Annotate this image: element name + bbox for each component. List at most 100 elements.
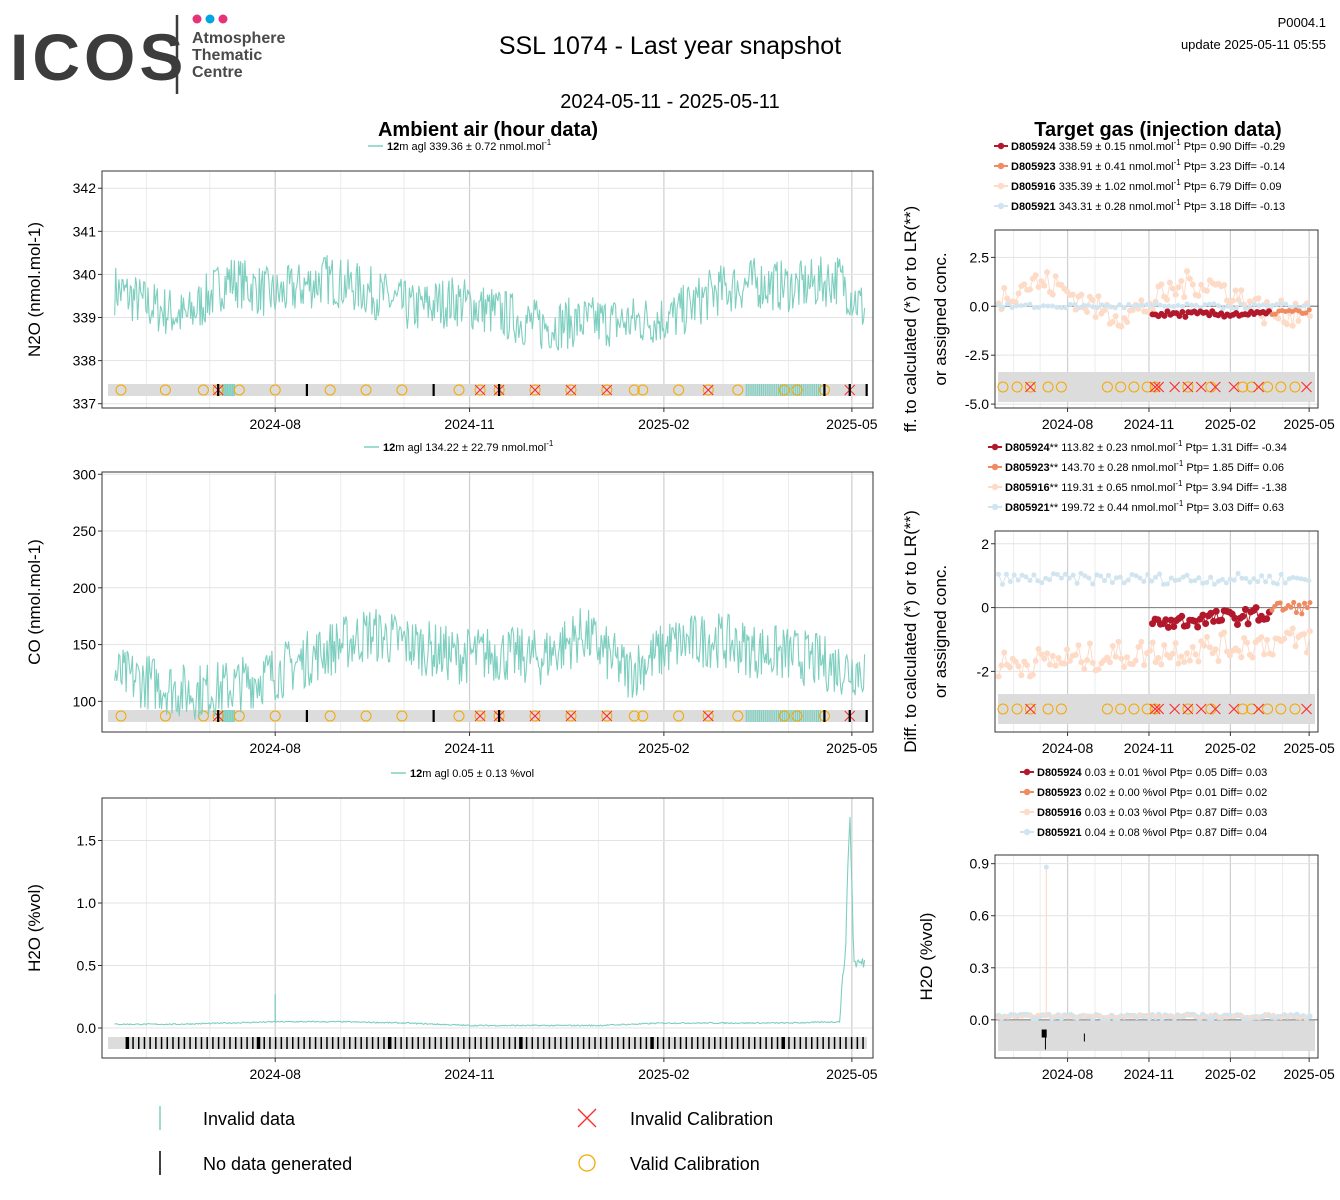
valid-calibration-mark — [1237, 703, 1249, 715]
valid-calibration-mark — [1101, 381, 1113, 393]
valid-calibration-mark — [1128, 381, 1140, 393]
valid-calibration-mark — [1024, 703, 1036, 715]
target-section-title: Target gas (injection data) — [1034, 119, 1281, 141]
invalid-calibration-mark — [1182, 703, 1194, 715]
legend-text: D805916 0.03 ± 0.03 %vol Ptp= 0.87 Diff=… — [1037, 807, 1267, 819]
y-axis-label: H2O (%vol) — [25, 884, 44, 972]
valid-calibration-mark — [1011, 703, 1023, 715]
y-tick-label: 2.5 — [970, 249, 990, 265]
status-strip — [108, 710, 867, 722]
legend-text: D805921 343.31 ± 0.28 nmol.mol-1 Ptp= 3.… — [1011, 198, 1285, 213]
series-D805916-segment — [1089, 643, 1094, 663]
series-D805916-segment — [1106, 304, 1111, 324]
valid-calibration-mark — [1289, 703, 1301, 715]
valid-calibration-mark — [453, 384, 465, 396]
x-tick-label: 2025-05 — [826, 1066, 878, 1082]
y-tick-label: 2 — [981, 536, 989, 552]
invalid-calibration-mark — [1253, 381, 1265, 393]
icos-logo: ICOS Atmosphere Thematic Centre — [10, 14, 285, 94]
valid-calibration-mark — [396, 710, 408, 722]
valid-calibration-mark — [565, 384, 577, 396]
y-tick-label: 340 — [73, 266, 97, 282]
y-tick-label: -5.0 — [965, 396, 989, 412]
valid-calibration-mark — [628, 710, 640, 722]
x-tick-label: 2025-02 — [1205, 740, 1257, 756]
valid-calibration-mark — [1289, 381, 1301, 393]
valid-calibration-mark — [1128, 703, 1140, 715]
legend-text: D805916 335.39 ± 1.02 nmol.mol-1 Ptp= 6.… — [1011, 178, 1281, 193]
series-D805921-point — [1306, 1013, 1313, 1020]
logo-text: ICOS — [10, 20, 187, 94]
y-tick-label: 1.5 — [77, 833, 97, 849]
valid-calibration-mark — [269, 710, 281, 722]
series-D805916-segment — [1197, 641, 1202, 662]
y-tick-label: 200 — [73, 580, 97, 596]
invalid-calibration-mark — [1209, 381, 1221, 393]
invalid-calibration-label: Invalid Calibration — [630, 1109, 773, 1129]
invalid-data-label: Invalid data — [203, 1109, 296, 1129]
valid-calibration-mark — [115, 710, 127, 722]
x-tick-label: 2025-05 — [826, 416, 878, 432]
y-tick-label: 0.9 — [970, 856, 990, 872]
valid-calibration-mark — [1149, 703, 1161, 715]
series-line — [114, 816, 866, 1027]
y-axis-label: N2O (nmol.mol-1) — [25, 222, 44, 357]
invalid-calibration-mark — [1153, 381, 1165, 393]
series-D805923-point — [1306, 307, 1312, 313]
x-tick-label: 2025-05 — [1283, 740, 1335, 756]
valid-calibration-mark — [360, 710, 372, 722]
legend-key-dot — [991, 483, 999, 491]
series-D805921-point — [1043, 864, 1049, 870]
x-tick-label: 2024-11 — [1124, 416, 1175, 432]
valid-calibration-mark — [233, 384, 245, 396]
valid-calibration-mark — [360, 384, 372, 396]
valid-calibration-mark — [1149, 381, 1161, 393]
ambient-section-title: Ambient air (hour data) — [378, 119, 598, 141]
x-tick-label: 2024-11 — [444, 740, 495, 756]
plot-frame — [101, 471, 874, 733]
valid-calibration-symbol — [578, 1154, 596, 1172]
y-tick-label: 150 — [73, 637, 97, 653]
invalid-calibration-mark — [1228, 381, 1240, 393]
valid-calibration-mark — [115, 384, 127, 396]
status-strip — [108, 384, 867, 396]
valid-calibration-mark — [453, 710, 465, 722]
valid-calibration-mark — [637, 384, 649, 396]
valid-calibration-mark — [1055, 381, 1067, 393]
invalid-calibration-mark — [1182, 381, 1194, 393]
series-D805916-segment — [1240, 637, 1245, 658]
invalid-calibration-mark — [601, 384, 613, 396]
valid-calibration-mark — [997, 703, 1009, 715]
y-tick-label: -2.5 — [965, 347, 989, 363]
invalid-calibration-mark — [1169, 703, 1181, 715]
invalid-calibration-mark — [1169, 381, 1181, 393]
x-tick-label: 2024-11 — [444, 1066, 495, 1082]
valid-calibration-mark — [778, 384, 790, 396]
valid-calibration-mark — [1182, 703, 1194, 715]
valid-calibration-mark — [1141, 381, 1153, 393]
invalid-calibration-mark — [1195, 381, 1207, 393]
plot-frame — [994, 530, 1319, 733]
series-D805916-segment — [1046, 272, 1051, 293]
valid-calibration-mark — [233, 710, 245, 722]
plot-frame — [101, 170, 874, 409]
page-title: SSL 1074 - Last year snapshot — [499, 32, 841, 60]
invalid-calibration-symbol — [577, 1108, 597, 1128]
valid-calibration-mark — [673, 384, 685, 396]
series-D805916-segment — [1303, 633, 1308, 653]
valid-calibration-mark — [601, 710, 613, 722]
valid-calibration-mark — [529, 384, 541, 396]
invalid-calibration-mark — [1025, 703, 1036, 715]
legend-text: 12m agl 134.22 ± 22.79 nmol.mol-1 — [383, 439, 554, 454]
invalid-calibration-mark — [1228, 703, 1240, 715]
valid-calibration-mark — [1262, 703, 1274, 715]
no-data-label: No data generated — [203, 1154, 352, 1174]
y-tick-label: 0.0 — [970, 298, 990, 314]
x-tick-label: 2024-08 — [1042, 1066, 1094, 1082]
valid-calibration-mark — [1182, 381, 1194, 393]
series-D805916-point — [1018, 672, 1025, 679]
series-D805916-segment — [1175, 643, 1179, 664]
valid-calibration-mark — [1246, 703, 1258, 715]
ambient-chart-co: 100 150 200 250 300 2024-08 2024-11 2025-02 2025… — [25, 439, 878, 756]
